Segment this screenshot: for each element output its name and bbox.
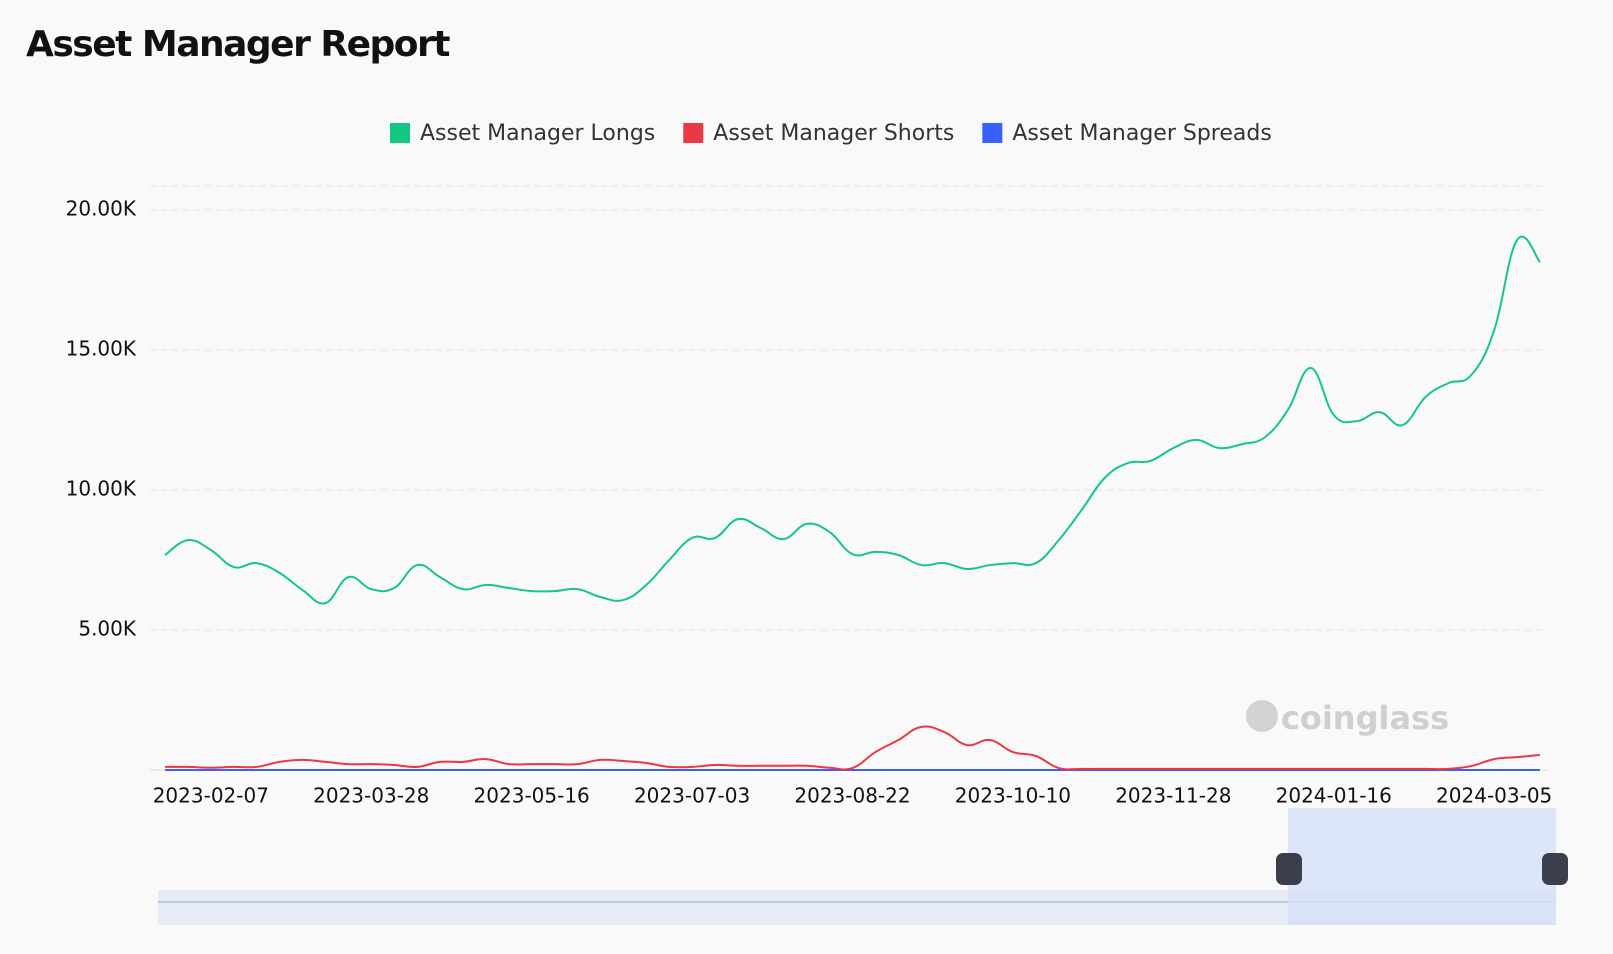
chart-title: Asset Manager Report — [26, 24, 450, 65]
legend-swatch — [683, 123, 704, 143]
x-tick-label: 2023-03-28 — [313, 784, 429, 808]
y-tick-label: 5.00K — [78, 617, 137, 641]
x-tick-label: 2023-05-16 — [474, 784, 590, 808]
x-tick-label: 2023-10-10 — [955, 784, 1071, 808]
zoom-handle[interactable] — [1542, 853, 1568, 885]
legend-label: Asset Manager Longs — [420, 121, 655, 146]
x-tick-label: 2024-01-16 — [1276, 784, 1392, 808]
y-tick-label: 20.00K — [66, 197, 137, 221]
x-tick-label: 2023-02-07 — [153, 784, 269, 808]
legend-label: Asset Manager Shorts — [713, 121, 954, 146]
legend-label: Asset Manager Spreads — [1012, 121, 1272, 146]
y-tick-label: 15.00K — [66, 337, 137, 361]
watermark: coinglass — [1281, 699, 1449, 737]
series-line — [164, 725, 1541, 771]
x-tick-label: 2023-07-03 — [634, 784, 750, 808]
zoom-window[interactable] — [1288, 808, 1556, 925]
x-tick-label: 2024-03-05 — [1436, 784, 1552, 808]
series-line — [164, 235, 1541, 605]
legend-swatch — [390, 123, 410, 143]
x-tick-label: 2023-08-22 — [794, 784, 910, 808]
zoom-handle[interactable] — [1276, 853, 1302, 885]
watermark-logo — [1246, 700, 1278, 732]
x-tick-label: 2023-11-28 — [1115, 784, 1231, 808]
y-tick-label: 10.00K — [66, 477, 137, 501]
legend-swatch — [982, 123, 1003, 143]
